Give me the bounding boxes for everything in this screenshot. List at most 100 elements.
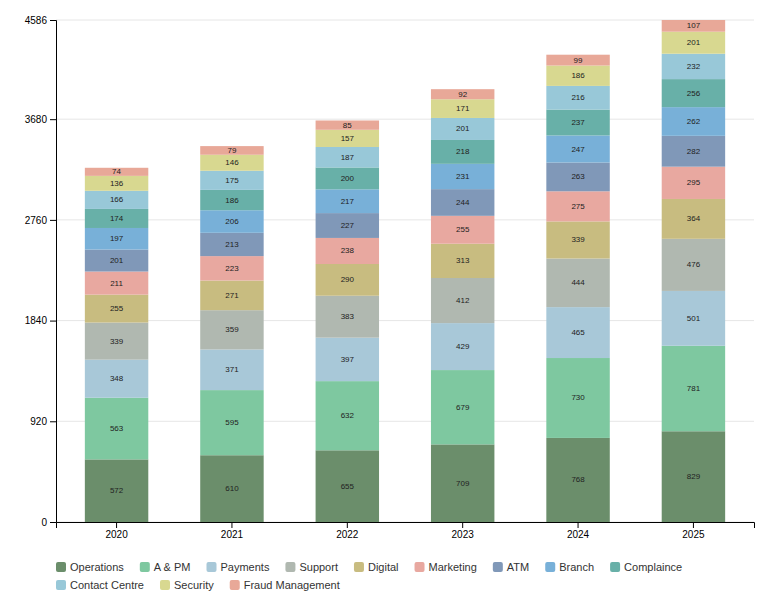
- data-label: 364: [687, 214, 701, 223]
- legend-label: Digital: [368, 561, 399, 573]
- data-label: 175: [225, 176, 239, 185]
- data-label: 339: [110, 337, 124, 346]
- data-label: 107: [687, 21, 701, 30]
- legend-label: Fraud Management: [244, 579, 340, 591]
- bar-segment: [316, 338, 379, 381]
- data-label: 829: [687, 472, 701, 481]
- bar-segment: [200, 349, 263, 390]
- tick-label: 2021: [221, 529, 244, 540]
- legend-label: Payments: [221, 561, 270, 573]
- data-label: 781: [687, 384, 701, 393]
- bar-segment: [85, 323, 148, 360]
- data-label: 262: [687, 117, 701, 126]
- legend-swatch: [415, 562, 425, 572]
- bar-segment: [662, 54, 725, 79]
- data-label: 476: [687, 260, 701, 269]
- tick-mark: [462, 522, 463, 528]
- bar-segment: [662, 32, 725, 54]
- bar-segment: [546, 135, 609, 162]
- data-label: 709: [456, 479, 470, 488]
- data-label: 282: [687, 147, 701, 156]
- bar-segment: [85, 398, 148, 460]
- legend-label: Branch: [559, 561, 594, 573]
- bar-segment: [546, 110, 609, 136]
- bar-segment: [546, 66, 609, 86]
- bar-segment: [200, 155, 263, 171]
- data-label: 231: [456, 172, 470, 181]
- bar-segment: [546, 259, 609, 308]
- bar-segment: [546, 358, 609, 438]
- tick-mark: [231, 522, 232, 528]
- grid-line: [56, 20, 754, 21]
- bar-segment: [431, 370, 494, 444]
- legend-swatch: [545, 562, 555, 572]
- data-label: 171: [456, 104, 470, 113]
- bar-segment: [85, 272, 148, 295]
- bar-segment: [316, 167, 379, 189]
- bar-segment: [316, 120, 379, 129]
- legend-item: Support: [285, 561, 338, 573]
- data-label: 223: [225, 264, 239, 273]
- bar-segment: [316, 238, 379, 264]
- data-label: 256: [687, 89, 701, 98]
- legend-swatch: [160, 580, 170, 590]
- legend-swatch: [230, 580, 240, 590]
- data-label: 444: [571, 278, 585, 287]
- data-label: 174: [110, 214, 124, 223]
- tick-label: 4586: [25, 15, 48, 26]
- bar-segment: [200, 310, 263, 349]
- data-label: 157: [341, 134, 355, 143]
- tick-label: 2023: [452, 529, 475, 540]
- bar-segment: [85, 191, 148, 209]
- data-label: 563: [110, 424, 124, 433]
- bar-segment: [546, 438, 609, 522]
- tick-mark: [50, 321, 56, 322]
- legend-item: Complaince: [610, 561, 682, 573]
- x-tick: 2020: [105, 522, 128, 540]
- bar-segment: [316, 264, 379, 296]
- grid-line: [56, 219, 754, 220]
- legend-label: Operations: [70, 561, 124, 573]
- data-label: 92: [458, 90, 467, 99]
- data-label: 166: [110, 195, 124, 204]
- legend-swatch: [207, 562, 217, 572]
- bar-segment: [200, 455, 263, 522]
- data-label: 465: [571, 328, 585, 337]
- legend-label: A & PM: [154, 561, 191, 573]
- data-label: 371: [225, 365, 239, 374]
- bar-segment: [431, 140, 494, 164]
- legend-swatch: [354, 562, 364, 572]
- data-label: 146: [225, 158, 239, 167]
- data-label: 247: [571, 145, 585, 154]
- data-label: 397: [341, 355, 355, 364]
- bar-segment: [546, 221, 609, 258]
- bar-segment: [316, 130, 379, 147]
- y-axis: 09201840276036804586: [25, 15, 57, 528]
- data-label: 232: [687, 62, 701, 71]
- bar-segment: [200, 390, 263, 455]
- data-label: 186: [225, 196, 239, 205]
- data-label: 313: [456, 256, 470, 265]
- data-label: 85: [343, 121, 352, 130]
- bar-segment: [431, 118, 494, 140]
- tick-label: 2024: [567, 529, 590, 540]
- bar-segment: [85, 360, 148, 398]
- legend-label: Security: [174, 579, 214, 591]
- bar-segment: [662, 239, 725, 291]
- legend-item: A & PM: [140, 561, 191, 573]
- x-tick: 2024: [567, 522, 590, 540]
- data-label: 263: [571, 172, 585, 181]
- data-label: 197: [110, 234, 124, 243]
- data-label: 655: [341, 482, 355, 491]
- chart-container: 5726106557097688295635956326797307813483…: [0, 0, 774, 608]
- bar-segment: [316, 189, 379, 213]
- bar-segment: [200, 233, 263, 256]
- tick-label: 3680: [25, 114, 48, 125]
- legend-label: ATM: [507, 561, 529, 573]
- data-label: 768: [571, 475, 585, 484]
- bar-segment: [662, 136, 725, 167]
- bar-segment: [200, 190, 263, 210]
- bar-segment: [431, 323, 494, 370]
- tick-label: 2020: [105, 529, 128, 540]
- data-label: 99: [574, 56, 583, 65]
